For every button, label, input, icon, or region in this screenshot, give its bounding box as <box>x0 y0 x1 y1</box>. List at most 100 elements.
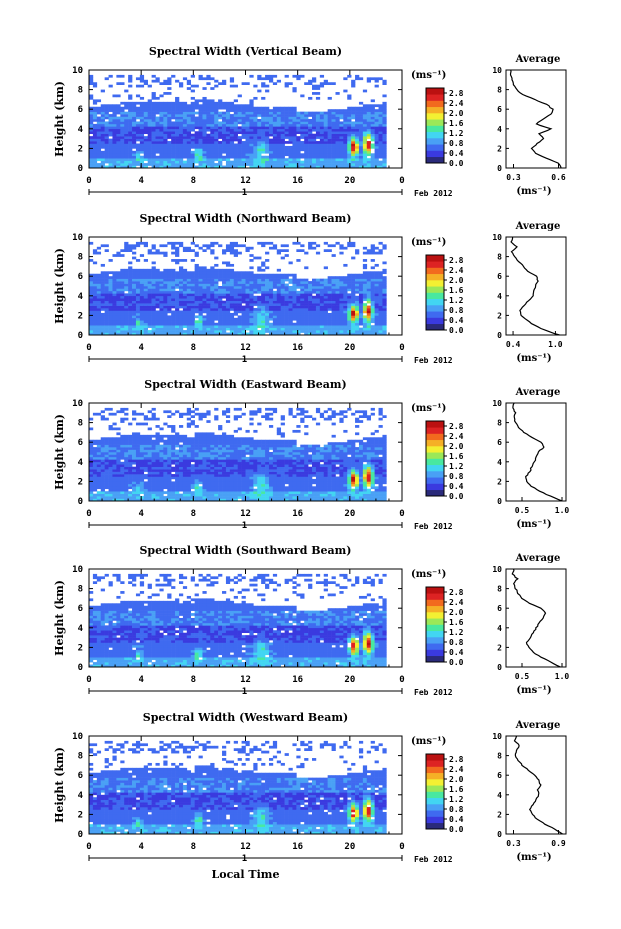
heatmap-cell <box>128 286 133 289</box>
heatmap-cell <box>143 452 148 455</box>
heatmap-cell <box>96 128 102 132</box>
average-y-tick-label: 8 <box>497 253 502 262</box>
heatmap-cell <box>139 241 145 245</box>
heatmap-cell <box>362 148 368 152</box>
heatmap-cell <box>335 283 340 287</box>
heatmap-cell <box>315 160 321 164</box>
heatmap-cell <box>202 77 207 81</box>
heatmap-cell <box>159 293 164 297</box>
heatmap-cell <box>343 121 348 125</box>
heatmap-cell <box>284 111 289 115</box>
heatmap-cell <box>151 449 156 453</box>
heatmap-cell <box>378 300 383 304</box>
heatmap-cell <box>128 471 133 475</box>
colorbar-segment <box>426 100 444 108</box>
heatmap-cell <box>229 295 235 299</box>
heatmap-cell <box>143 288 148 292</box>
heatmap-cell <box>100 155 105 159</box>
heatmap-cell <box>245 138 250 142</box>
heatmap-cell <box>323 163 328 166</box>
heatmap-cell <box>265 165 270 169</box>
heatmap-cell <box>132 322 137 326</box>
heatmap-cell <box>124 469 129 472</box>
heatmap-cell <box>308 158 313 161</box>
heatmap-cell <box>104 471 109 475</box>
heatmap-cell <box>120 82 125 85</box>
heatmap-cell <box>135 153 141 157</box>
heatmap-cell <box>139 293 145 297</box>
heatmap-cell <box>358 308 364 311</box>
heatmap-cell <box>339 325 344 328</box>
heatmap-cell <box>163 155 168 159</box>
heatmap-cell <box>175 99 180 103</box>
heatmap-cell <box>159 143 164 147</box>
heatmap-cell <box>366 315 371 319</box>
heatmap-cell <box>104 288 109 292</box>
heatmap-cell <box>147 439 152 443</box>
heatmap-cell <box>155 136 160 139</box>
heatmap-cell <box>319 116 325 120</box>
heatmap-cell <box>378 163 383 166</box>
heatmap-cell <box>253 160 258 164</box>
heatmap-cell <box>194 123 199 127</box>
heatmap-cell <box>155 293 160 297</box>
heatmap-cell <box>120 101 125 105</box>
heatmap-cell <box>249 114 254 117</box>
heatmap-cell <box>167 276 172 279</box>
heatmap-cell <box>112 330 117 333</box>
heatmap-cell <box>92 466 98 470</box>
heatmap-cell <box>210 286 215 289</box>
heatmap-cell <box>222 278 227 282</box>
heatmap-cell <box>143 278 148 282</box>
heatmap-cell <box>222 143 227 147</box>
heatmap-cell <box>124 461 129 465</box>
heatmap-cell <box>272 148 278 152</box>
heatmap-cell <box>331 276 336 279</box>
heatmap-cell <box>280 332 285 336</box>
heatmap-cell <box>159 310 164 314</box>
heatmap-cell <box>370 106 375 110</box>
heatmap-cell <box>147 315 152 319</box>
heatmap-cell <box>104 295 109 299</box>
heatmap-cell <box>116 444 121 448</box>
heatmap-cell <box>308 288 313 292</box>
heatmap-cell <box>159 158 164 161</box>
heatmap-cell <box>206 330 211 333</box>
heatmap-cell <box>319 332 325 336</box>
average-x-tick-label: 0.4 <box>506 340 521 349</box>
heatmap-cell <box>198 268 203 272</box>
heatmap-cell <box>182 148 188 152</box>
heatmap-cell <box>276 155 282 159</box>
heatmap-cell <box>163 449 168 453</box>
heatmap-cell <box>335 165 340 169</box>
heatmap-cell <box>296 290 301 294</box>
heatmap-cell <box>288 128 293 132</box>
heatmap-cell <box>241 145 246 149</box>
heatmap-cell <box>151 415 156 418</box>
heatmap-cell <box>335 123 340 127</box>
heatmap-cell <box>175 141 180 144</box>
heatmap-cell <box>237 119 242 122</box>
heatmap-cell <box>100 163 105 166</box>
heatmap-cell <box>139 305 145 309</box>
heatmap-cell <box>171 281 176 284</box>
heatmap-cell <box>233 244 238 248</box>
heatmap-cell <box>128 442 133 445</box>
heatmap-cell <box>143 330 148 333</box>
heatmap-cell <box>198 286 203 289</box>
heatmap-cell <box>163 476 168 480</box>
heatmap-cell <box>92 276 98 279</box>
heatmap-cell <box>233 300 238 304</box>
heatmap-cell <box>89 295 94 299</box>
average-y-tick-label: 6 <box>497 272 502 281</box>
heatmap-cell <box>112 483 117 487</box>
heatmap-cell <box>163 165 168 169</box>
heatmap-cell <box>214 109 219 112</box>
heatmap-cell <box>175 136 180 139</box>
heatmap-cell <box>374 317 379 321</box>
colorbar-tick-label: 2.8 <box>449 256 464 265</box>
heatmap-cell <box>155 452 160 455</box>
heatmap-cell <box>268 116 274 120</box>
heatmap-cell <box>249 101 254 105</box>
heatmap-cell <box>253 298 258 301</box>
